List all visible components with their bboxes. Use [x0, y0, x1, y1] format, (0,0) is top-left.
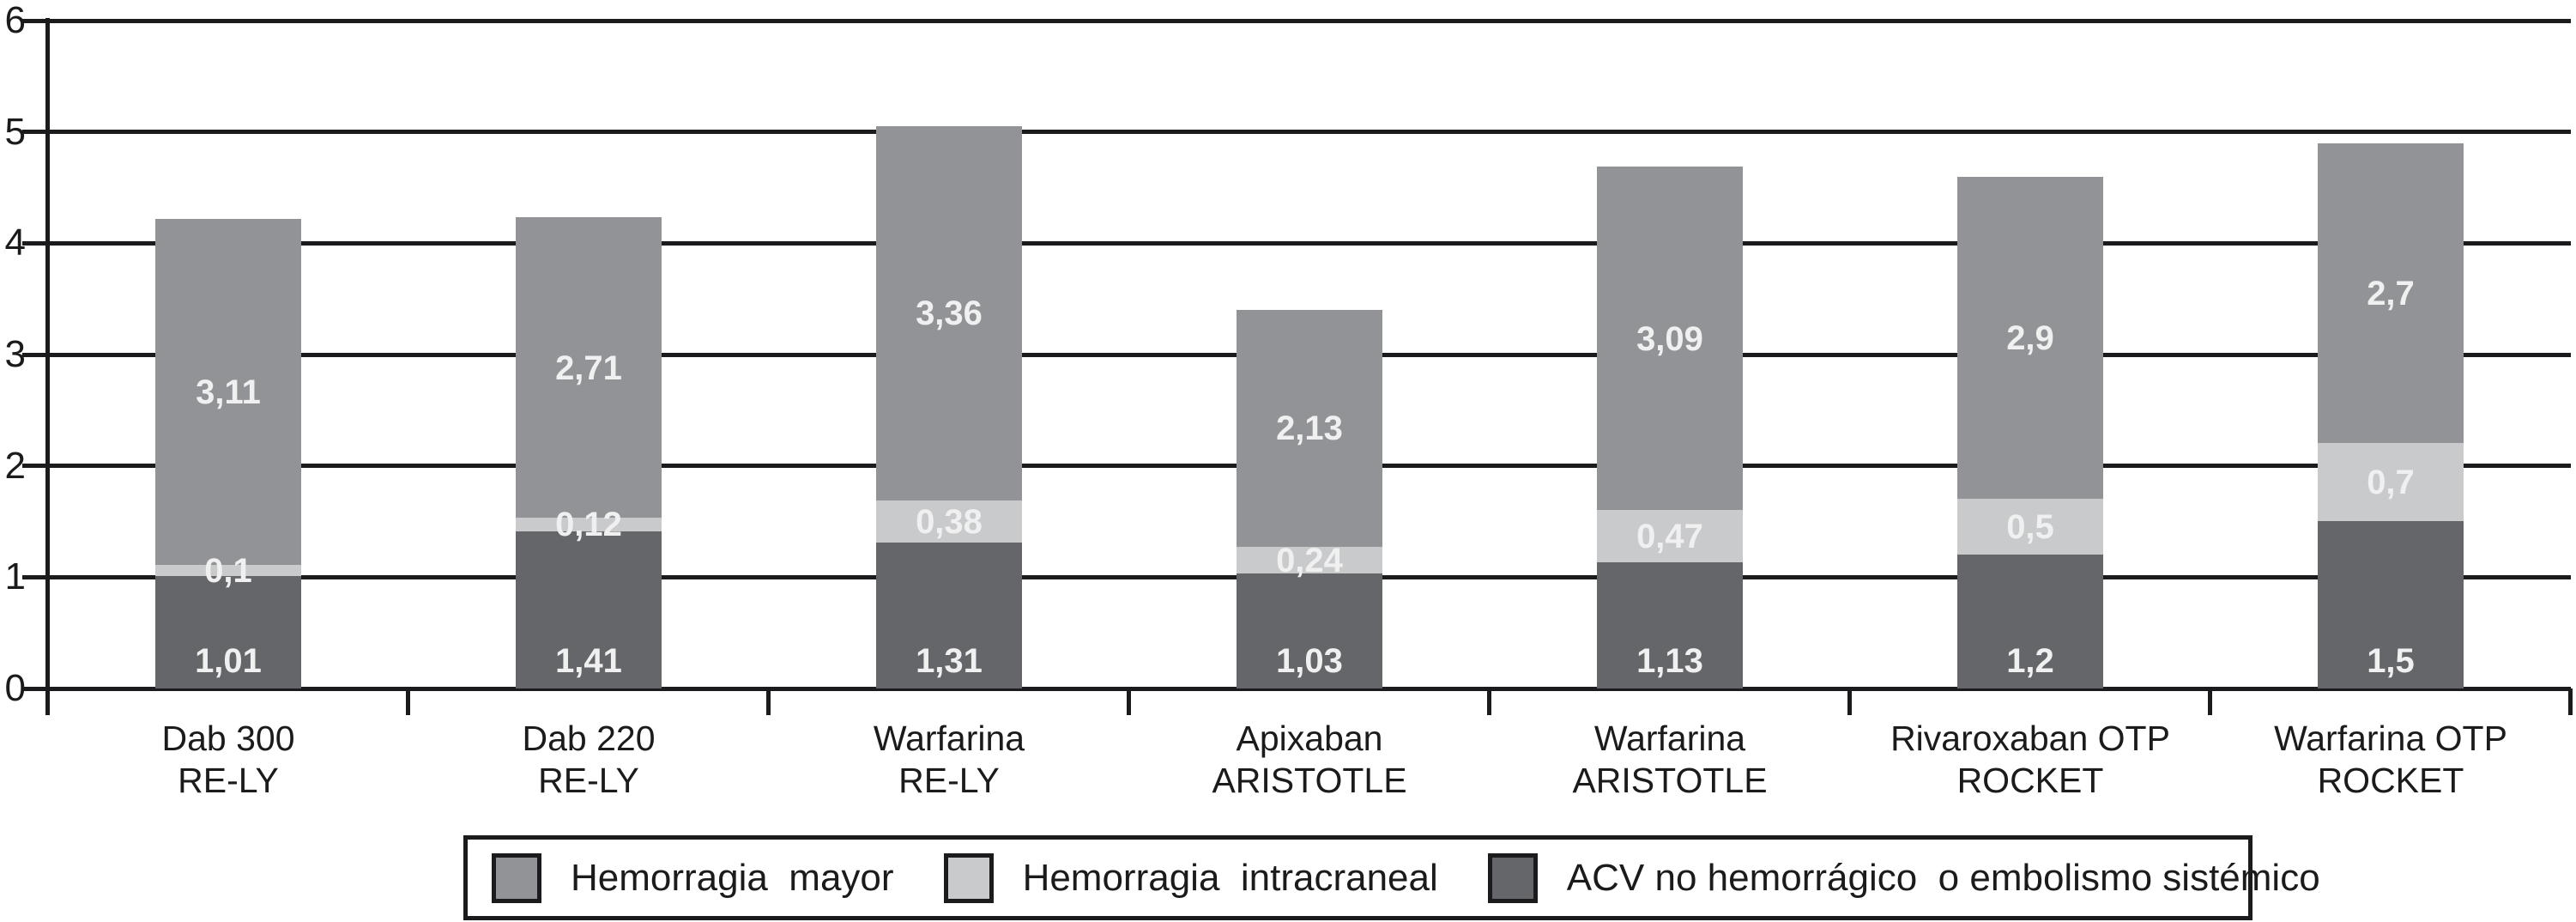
segment-acv-no-hemorragico: 1,41	[516, 531, 662, 688]
gridline-y-5	[22, 130, 2571, 134]
value-label: 0,12	[555, 506, 622, 543]
segment-hemorragia-intracraneal: 0,38	[876, 500, 1022, 543]
legend-swatch-light	[943, 852, 994, 903]
x-axis-tick	[766, 688, 771, 715]
bar-warfarina-re-ly: 1,31 0,38 3,36	[876, 126, 1022, 688]
legend-label: Hemorragia mayor	[571, 856, 894, 899]
category-label: Apixaban ARISTOTLE	[1212, 719, 1407, 800]
segment-acv-no-hemorragico: 1,13	[1597, 562, 1743, 688]
y-axis-tick-label: 0	[4, 667, 26, 709]
x-axis-tick	[1127, 688, 1131, 715]
bar-dab-220-re-ly: 1,41 0,12 2,71	[516, 216, 662, 688]
segment-hemorragia-mayor: 2,71	[516, 217, 662, 519]
segment-hemorragia-intracraneal: 0,1	[155, 554, 301, 588]
y-axis-tick-label: 6	[4, 0, 26, 41]
legend-item: Hemorragia mayor	[492, 852, 894, 903]
legend-box: Hemorragia mayor Hemorragia intracraneal A…	[463, 835, 2320, 920]
value-label: 0,47	[1636, 517, 1703, 555]
value-label: 2,71	[555, 349, 622, 387]
segment-acv-no-hemorragico: 1,5	[2318, 521, 2464, 688]
bar-apixaban-aristotle: 1,03 0,24 2,13	[1237, 310, 1382, 688]
x-axis-tick	[45, 688, 50, 715]
value-label: 2,9	[2006, 319, 2054, 357]
value-label: 3,11	[196, 373, 261, 411]
segment-acv-no-hemorragico: 1,2	[1957, 555, 2103, 688]
category-label: Rivaroxaban OTP ROCKET	[1890, 719, 2170, 800]
segment-acv-no-hemorragico: 1,03	[1237, 573, 1382, 688]
x-axis-tick	[406, 688, 410, 715]
x-axis-tick	[2568, 688, 2573, 715]
value-label: 1,13	[1636, 642, 1703, 680]
value-label: 0,38	[916, 502, 983, 541]
legend-item: ACV no hemorrágico o embolismo sistémico	[1487, 852, 2320, 903]
legend-item: Hemorragia intracraneal	[943, 852, 1438, 903]
segment-acv-no-hemorragico: 1,01	[155, 576, 301, 688]
segment-acv-no-hemorragico: 1,31	[876, 543, 1022, 688]
legend-swatch-medium	[492, 852, 541, 903]
value-label: 2,7	[2367, 275, 2415, 312]
bar-rivaroxaban-otp-rocket: 1,2 0,5 2,9	[1957, 177, 2103, 688]
gridline-y-4	[22, 241, 2571, 246]
value-label: 1,01	[195, 642, 262, 680]
value-label: 1,5	[2367, 642, 2415, 680]
category-label: Warfarina OTP ROCKET	[2274, 719, 2507, 800]
value-label: 0,1	[204, 551, 252, 590]
x-axis-tick	[1847, 688, 1852, 715]
value-label: 1,2	[2006, 642, 2054, 680]
legend-label: ACV no hemorrágico o embolismo sistémico	[1566, 856, 2320, 899]
gridline-y-0	[22, 687, 2571, 691]
value-label: 1,03	[1276, 642, 1343, 680]
category-label: Warfarina RE-LY	[873, 719, 1025, 800]
category-label: Warfarina ARISTOTLE	[1572, 719, 1768, 800]
legend-swatch-dark	[1487, 852, 1538, 903]
value-label: 3,36	[916, 294, 983, 332]
bar-warfarina-otp-rocket: 1,5 0,7 2,7	[2318, 143, 2464, 688]
value-label: 2,13	[1276, 409, 1343, 447]
value-label: 0,5	[2006, 507, 2054, 546]
y-axis-tick-label: 1	[4, 555, 26, 597]
segment-hemorragia-intracraneal: 0,24	[1237, 543, 1382, 578]
segment-hemorragia-intracraneal: 0,5	[1957, 499, 2103, 555]
y-axis-tick-label: 3	[4, 333, 26, 375]
y-axis-line	[45, 18, 50, 715]
segment-hemorragia-intracraneal: 0,47	[1597, 510, 1743, 562]
segment-hemorragia-mayor: 2,9	[1957, 177, 2103, 500]
gridline-y-6	[22, 19, 2571, 23]
value-label: 0,7	[2367, 463, 2415, 501]
value-label: 1,41	[555, 642, 622, 680]
category-label: Dab 220 RE-LY	[522, 719, 656, 800]
value-label: 1,31	[916, 642, 983, 680]
segment-hemorragia-mayor: 2,7	[2318, 143, 2464, 444]
segment-hemorragia-mayor: 3,09	[1597, 167, 1743, 511]
segment-hemorragia-intracraneal: 0,7	[2318, 443, 2464, 521]
segment-hemorragia-intracraneal: 0,12	[516, 507, 662, 542]
segment-hemorragia-mayor: 3,36	[876, 126, 1022, 500]
x-axis-tick	[2208, 688, 2212, 715]
segment-hemorragia-mayor: 3,11	[155, 219, 301, 565]
y-axis-tick-label: 2	[4, 445, 26, 487]
category-label: Dab 300 RE-LY	[161, 719, 295, 800]
legend-label: Hemorragia intracraneal	[1022, 856, 1438, 899]
x-axis-tick	[1487, 688, 1491, 715]
value-label: 3,09	[1636, 319, 1703, 358]
segment-hemorragia-mayor: 2,13	[1237, 310, 1382, 547]
bar-dab-300-re-ly: 1,01 0,1 3,11	[155, 219, 301, 688]
y-axis-tick-label: 4	[4, 221, 26, 264]
bar-warfarina-aristotle: 1,13 0,47 3,09	[1597, 167, 1743, 688]
y-axis-tick-label: 5	[4, 111, 26, 153]
value-label: 0,24	[1276, 541, 1343, 579]
